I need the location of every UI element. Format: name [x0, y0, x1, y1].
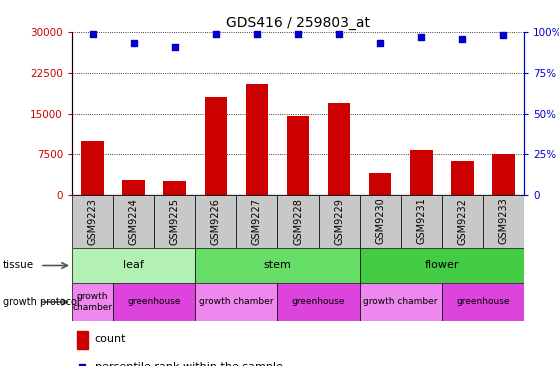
Bar	[205, 97, 227, 195]
Bar	[195, 283, 277, 321]
Text: GSM9231: GSM9231	[416, 198, 427, 244]
Point	[211, 31, 220, 37]
Point	[335, 31, 344, 37]
Bar	[492, 154, 515, 195]
Title: GDS416 / 259803_at: GDS416 / 259803_at	[226, 16, 370, 30]
Bar	[113, 195, 154, 248]
Point	[129, 41, 138, 46]
Bar	[113, 283, 195, 321]
Bar	[245, 83, 268, 195]
Bar	[319, 195, 359, 248]
Point	[253, 31, 262, 37]
Bar	[359, 283, 442, 321]
Bar	[195, 248, 359, 283]
Text: GSM9223: GSM9223	[88, 198, 97, 244]
Text: GSM9228: GSM9228	[293, 198, 303, 244]
Point	[376, 41, 385, 46]
Bar	[236, 195, 277, 248]
Text: growth protocol: growth protocol	[3, 297, 79, 307]
Bar	[410, 150, 433, 195]
Text: GSM9227: GSM9227	[252, 198, 262, 244]
Text: flower: flower	[425, 261, 459, 270]
Text: growth chamber: growth chamber	[199, 298, 273, 306]
Text: greenhouse: greenhouse	[292, 298, 345, 306]
Bar	[72, 283, 113, 321]
Text: GSM9232: GSM9232	[457, 198, 467, 244]
Point	[293, 31, 302, 37]
Text: GSM9233: GSM9233	[499, 198, 509, 244]
Point	[78, 364, 87, 366]
Text: count: count	[94, 335, 126, 344]
Text: percentile rank within the sample: percentile rank within the sample	[94, 362, 282, 366]
Bar	[442, 195, 483, 248]
Bar	[287, 116, 309, 195]
Text: stem: stem	[263, 261, 291, 270]
Text: GSM9229: GSM9229	[334, 198, 344, 244]
Bar	[195, 195, 236, 248]
Text: greenhouse: greenhouse	[456, 298, 510, 306]
Text: GSM9225: GSM9225	[170, 198, 180, 244]
Bar	[442, 283, 524, 321]
Bar	[277, 195, 319, 248]
Bar	[401, 195, 442, 248]
Bar	[163, 182, 186, 195]
Bar	[359, 248, 524, 283]
Text: greenhouse: greenhouse	[127, 298, 181, 306]
Point	[458, 36, 467, 41]
Text: GSM9226: GSM9226	[211, 198, 221, 244]
Point	[417, 34, 426, 40]
Point	[170, 44, 179, 50]
Text: tissue: tissue	[3, 261, 34, 270]
Bar	[359, 195, 401, 248]
Bar	[483, 195, 524, 248]
Text: leaf: leaf	[123, 261, 144, 270]
Text: GSM9224: GSM9224	[129, 198, 139, 244]
Point	[88, 31, 97, 37]
Bar	[277, 283, 359, 321]
Text: GSM9230: GSM9230	[375, 198, 385, 244]
Bar	[77, 331, 88, 348]
Text: growth chamber: growth chamber	[363, 298, 438, 306]
Bar	[328, 102, 350, 195]
Bar	[72, 248, 195, 283]
Bar	[122, 180, 145, 195]
Bar	[451, 161, 473, 195]
Bar	[369, 173, 391, 195]
Point	[499, 32, 508, 38]
Bar	[81, 141, 104, 195]
Text: growth
chamber: growth chamber	[73, 292, 112, 312]
Bar	[72, 195, 113, 248]
Bar	[154, 195, 195, 248]
